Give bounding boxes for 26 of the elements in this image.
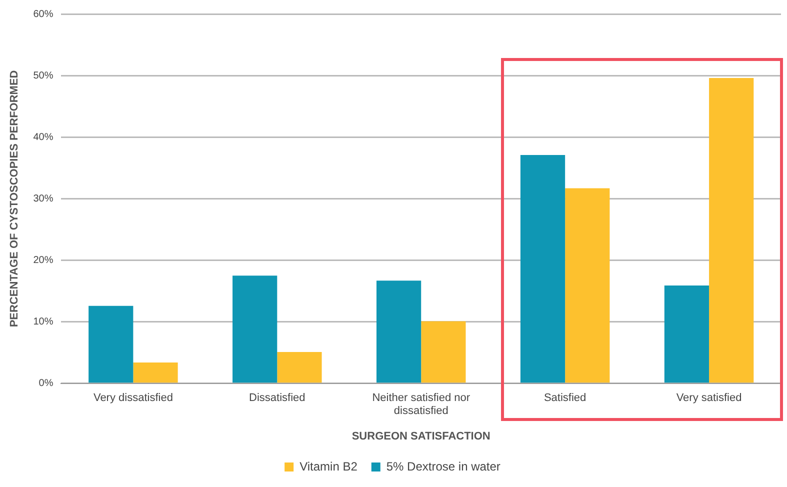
y-tick-label: 30% — [33, 193, 54, 204]
bar — [709, 78, 754, 383]
y-tick-label: 20% — [33, 255, 54, 266]
bar — [376, 280, 422, 383]
bar — [520, 154, 566, 383]
bar — [88, 306, 134, 383]
x-tick-label: Very satisfied — [676, 392, 742, 404]
y-tick-label: 60% — [33, 8, 54, 20]
x-axis-title: SURGEON SATISFACTION — [352, 430, 490, 442]
y-axis-title: PERCENTAGE OF CYSTOSCOPIES PERFORMED — [8, 70, 21, 328]
bar — [565, 188, 610, 383]
y-tick-label: 0% — [38, 378, 54, 390]
x-tick-label: Neither satisfied nor dissatisfied — [372, 392, 470, 418]
legend-label: 5% Dextrose in water — [386, 459, 500, 474]
bar — [133, 362, 178, 383]
legend-label: Vitamin B2 — [300, 459, 358, 474]
x-tick-label: Satisfied — [544, 392, 586, 404]
bar — [277, 352, 322, 383]
bar — [421, 321, 466, 383]
x-tick-label: Very dissatisfied — [93, 392, 173, 404]
bar — [664, 286, 710, 383]
bar — [232, 276, 278, 383]
y-tick-label: 50% — [33, 70, 54, 82]
y-tick-label: 40% — [33, 132, 54, 143]
y-tick-label: 10% — [33, 316, 54, 328]
x-tick-label: Dissatisfied — [249, 392, 306, 404]
